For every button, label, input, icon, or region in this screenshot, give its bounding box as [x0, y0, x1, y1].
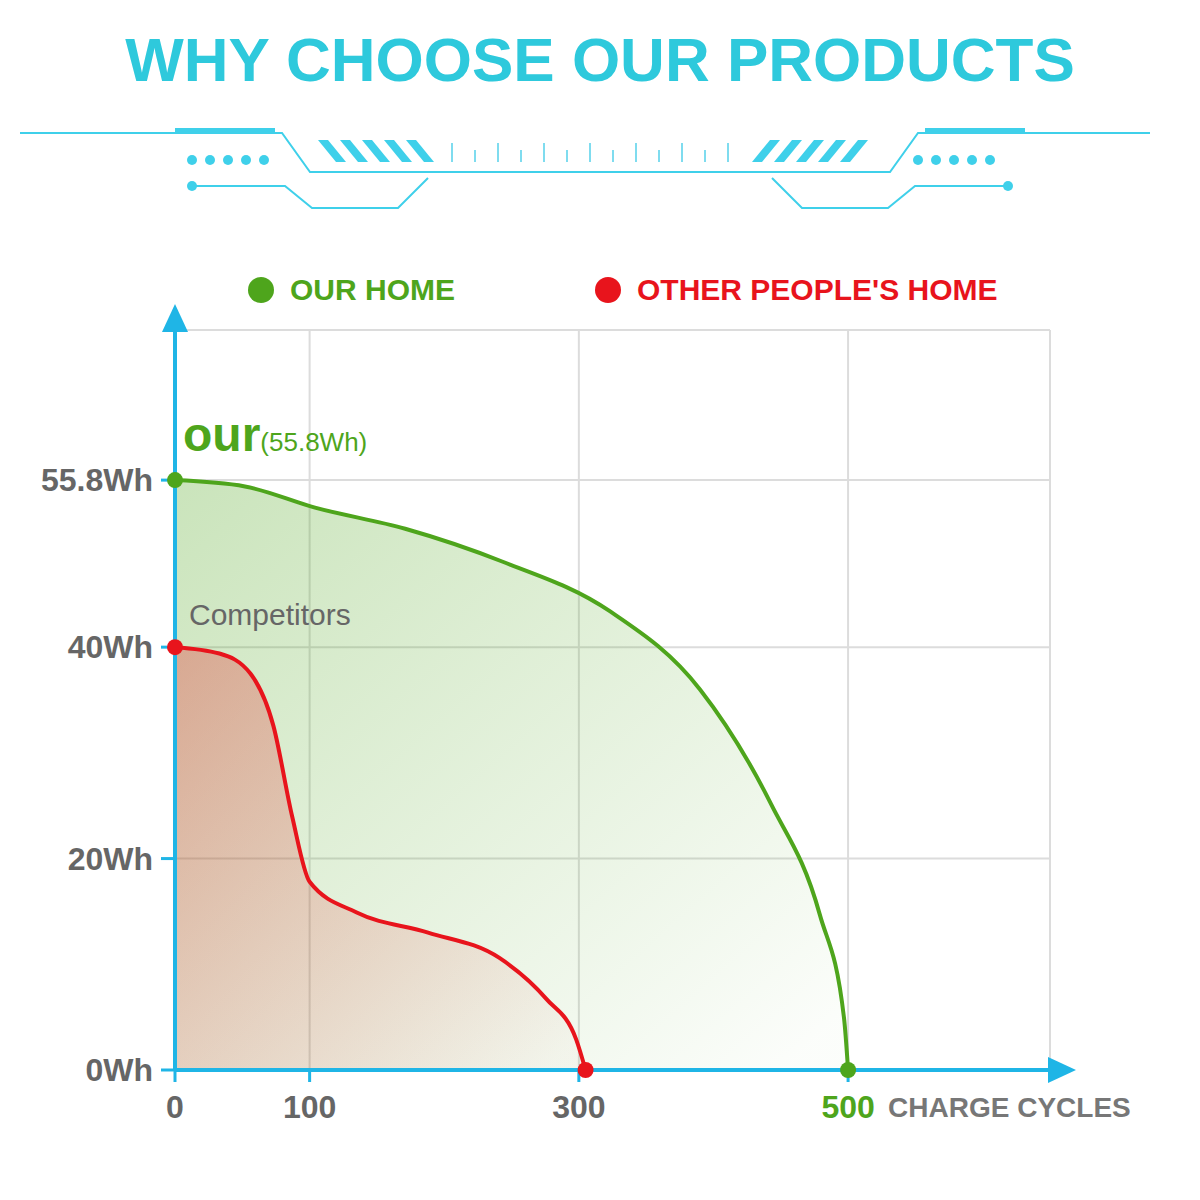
html-text:OUR HOME: OUR HOME: [290, 273, 455, 306]
svg-text:0Wh: 0Wh: [85, 1052, 153, 1088]
html-text:OTHER PEOPLE'S HOME: OTHER PEOPLE'S HOME: [637, 273, 998, 306]
svg-text:0: 0: [166, 1089, 184, 1125]
svg-text:100: 100: [283, 1089, 336, 1125]
svg-text:40Wh: 40Wh: [68, 629, 153, 665]
html-text:our(55.8Wh): our(55.8Wh): [183, 408, 368, 462]
svg-text:20Wh: 20Wh: [68, 841, 153, 877]
html-text:CHARGE CYCLES: CHARGE CYCLES: [888, 1092, 1131, 1123]
html-text:WHY CHOOSE OUR PRODUCTS: WHY CHOOSE OUR PRODUCTS: [125, 25, 1075, 94]
html-text:Competitors: Competitors: [189, 598, 351, 632]
svg-text:55.8Wh: 55.8Wh: [41, 462, 153, 498]
svg-text:500: 500: [821, 1089, 874, 1125]
svg-text:300: 300: [552, 1089, 605, 1125]
